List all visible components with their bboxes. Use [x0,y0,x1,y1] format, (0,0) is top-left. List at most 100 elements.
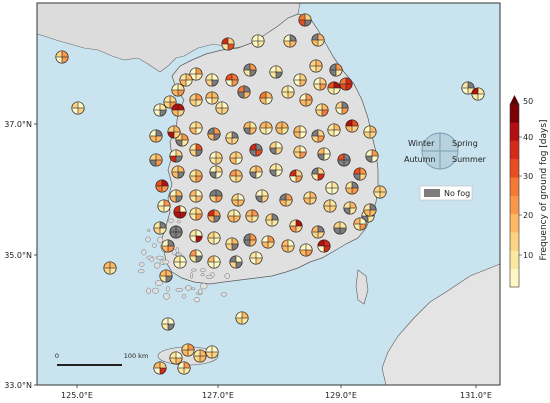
station-quadrant [171,90,178,97]
station-quadrant [176,225,183,232]
station-quadrant [225,73,232,80]
station-quadrant [281,246,288,253]
station-glyph [177,361,191,375]
station-quadrant [209,189,216,196]
station-quadrant [229,158,236,165]
station-glyph [327,123,341,137]
station-glyph [339,77,353,91]
station-quadrant [360,174,367,181]
station-quadrant [207,262,214,269]
station-quadrant [231,200,238,207]
station-quadrant [478,94,485,101]
small-island [220,292,228,297]
station-quadrant [173,212,180,219]
station-quadrant [196,214,203,221]
station-quadrant [232,237,239,244]
station-glyph [289,169,303,183]
station-glyph [313,77,327,91]
station-quadrant [205,80,212,87]
station-quadrant [282,121,289,128]
station-quadrant [268,242,275,249]
station-quadrant [236,169,243,176]
station-quadrant [238,200,245,207]
station-quadrant [372,156,379,163]
station-quadrant [313,77,320,84]
station-quadrant [178,83,185,90]
station-quadrant [243,128,250,135]
station-quadrant [276,65,283,72]
station-quadrant [196,100,203,107]
station-quadrant [266,121,273,128]
station-quadrant [305,20,312,27]
station-quadrant [276,72,283,79]
station-quadrant [166,269,173,276]
station-quadrant [209,158,216,165]
station-quadrant [293,73,300,80]
station-quadrant [237,92,244,99]
station-glyph [255,189,269,203]
station-glyph [365,149,379,163]
station-glyph [249,143,263,157]
station-glyph [303,191,317,205]
station-quadrant [320,84,327,91]
station-quadrant [335,108,342,115]
station-quadrant [346,77,353,84]
station-quadrant [178,165,185,172]
station-quadrant [160,110,167,117]
station-quadrant [164,199,171,206]
station-quadrant [345,188,352,195]
station-glyph [281,85,295,99]
station-quadrant [222,108,229,115]
station-glyph [169,189,183,203]
station-quadrant [293,132,300,139]
station-glyph [269,141,283,155]
station-quadrant [222,101,229,108]
station-quadrant [380,185,387,192]
station-quadrant [252,216,259,223]
station-quadrant [179,73,186,80]
station-glyph [207,209,221,223]
station-quadrant [236,176,243,183]
colorbar-labels: 10 20 30 40 50 Frequency of ground fog [… [523,97,549,261]
station-quadrant [281,92,288,99]
station-quadrant [166,276,173,283]
lat-label-37: 37.0°N [4,120,32,129]
station-quadrant [316,59,323,66]
legend-spring: Spring [452,139,478,148]
station-quadrant [245,209,252,216]
station-quadrant [232,131,239,138]
lat-label-35: 35.0°N [4,251,32,260]
station-quadrant [360,217,367,224]
colorbar-segment [510,104,519,123]
station-quadrant [205,91,212,98]
station-quadrant [332,181,339,188]
station-quadrant [180,255,187,262]
station-glyph [237,85,251,99]
station-quadrant [196,189,203,196]
station-quadrant [332,188,339,195]
station-quadrant [282,128,289,135]
colorbar-segment [510,250,519,269]
station-quadrant [173,205,180,212]
station-quadrant [350,201,357,208]
colorbar-segment [510,268,519,288]
colorbar-segment [510,195,519,215]
station-quadrant [163,95,170,102]
small-island [190,272,193,279]
station-quadrant [286,200,293,207]
station-glyph [309,59,323,73]
lat-label-33: 33.0°N [4,381,32,390]
station-quadrant [318,40,325,47]
colorbar-tick-40: 40 [523,133,533,142]
small-island [141,249,147,256]
legend-summer: Summer [452,155,487,164]
station-quadrant [110,261,117,268]
station-quadrant [339,84,346,91]
station-quadrant [215,101,222,108]
station-quadrant [164,206,171,213]
station-quadrant [163,102,170,109]
station-quadrant [236,262,243,269]
station-quadrant [196,121,203,128]
station-quadrant [337,153,344,160]
station-quadrant [249,143,256,150]
